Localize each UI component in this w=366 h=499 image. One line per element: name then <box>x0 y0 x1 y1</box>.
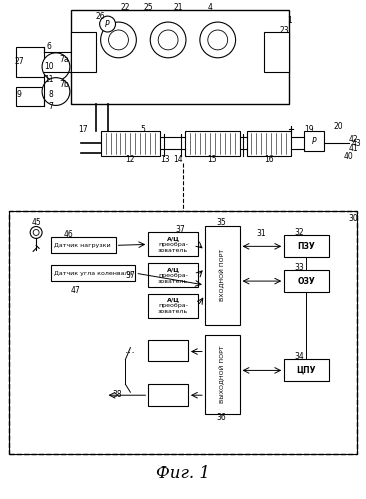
Text: 27: 27 <box>14 57 24 66</box>
Text: преобра-: преобра- <box>158 242 188 247</box>
Text: 11: 11 <box>44 75 54 84</box>
Text: 38: 38 <box>113 390 122 399</box>
Text: 25: 25 <box>143 2 153 11</box>
Circle shape <box>208 30 228 50</box>
Text: 30: 30 <box>349 214 359 223</box>
Bar <box>185 131 240 156</box>
Text: ВХОДНОЙ ПОРТ: ВХОДНОЙ ПОРТ <box>219 249 225 301</box>
Text: Датчик угла коленвала: Датчик угла коленвала <box>53 270 132 275</box>
Text: 7a: 7a <box>59 55 69 64</box>
Text: Фиг. 1: Фиг. 1 <box>156 465 210 482</box>
Bar <box>16 47 44 77</box>
Circle shape <box>109 30 128 50</box>
Text: 36: 36 <box>217 413 227 422</box>
Bar <box>247 131 291 156</box>
Bar <box>264 32 289 72</box>
Text: 5: 5 <box>140 125 145 134</box>
Text: 4: 4 <box>208 2 212 11</box>
Circle shape <box>42 53 70 81</box>
Text: 13: 13 <box>160 155 170 164</box>
Bar <box>148 384 188 406</box>
Text: А/Ц: А/Ц <box>167 236 180 241</box>
Text: 37: 37 <box>175 225 185 234</box>
Text: 26: 26 <box>96 11 105 20</box>
Text: 33: 33 <box>294 262 304 271</box>
Bar <box>205 335 240 414</box>
Text: 21: 21 <box>173 2 183 11</box>
Bar <box>71 32 96 72</box>
Bar <box>51 238 116 253</box>
Text: зователь: зователь <box>158 309 188 314</box>
Text: 10: 10 <box>44 62 54 71</box>
Bar <box>284 270 329 292</box>
Text: 22: 22 <box>121 2 130 11</box>
Text: ОЗУ: ОЗУ <box>297 276 315 285</box>
Text: 32: 32 <box>294 228 304 237</box>
Text: P: P <box>312 137 316 146</box>
Text: 15: 15 <box>207 155 217 164</box>
Bar <box>148 263 198 287</box>
Bar <box>51 265 135 281</box>
Text: 47: 47 <box>71 285 81 294</box>
Circle shape <box>101 22 137 58</box>
Circle shape <box>33 230 39 236</box>
Text: 12: 12 <box>126 155 135 164</box>
Bar <box>304 131 324 151</box>
Text: 23: 23 <box>279 25 289 34</box>
Text: 14: 14 <box>173 155 183 164</box>
Bar <box>284 236 329 257</box>
Text: зователь: зователь <box>158 278 188 283</box>
Text: 8: 8 <box>49 90 53 99</box>
Bar <box>148 233 198 256</box>
Text: 46: 46 <box>64 230 74 239</box>
Text: 45: 45 <box>31 218 41 227</box>
Circle shape <box>100 16 116 32</box>
Circle shape <box>200 22 236 58</box>
Text: 19: 19 <box>304 125 314 134</box>
Text: 37: 37 <box>126 270 135 279</box>
Bar <box>284 359 329 381</box>
Bar <box>101 131 160 156</box>
Text: 42: 42 <box>349 135 359 144</box>
Text: преобра-: преобра- <box>158 272 188 277</box>
Text: 16: 16 <box>265 155 274 164</box>
Circle shape <box>150 22 186 58</box>
Text: 1: 1 <box>287 15 292 24</box>
Bar <box>16 86 44 106</box>
Bar <box>148 340 188 361</box>
Circle shape <box>30 227 42 239</box>
Circle shape <box>42 78 70 105</box>
Text: 6: 6 <box>46 42 52 51</box>
Circle shape <box>158 30 178 50</box>
Text: ВЫХОДНОЙ ПОРТ: ВЫХОДНОЙ ПОРТ <box>219 346 225 403</box>
Text: зователь: зователь <box>158 248 188 253</box>
Text: 9: 9 <box>17 90 22 99</box>
Text: ПЗУ: ПЗУ <box>297 242 315 251</box>
Text: 17: 17 <box>78 125 87 134</box>
Text: Датчик нагрузки: Датчик нагрузки <box>55 243 111 248</box>
Text: 41: 41 <box>349 144 359 153</box>
Text: 43: 43 <box>352 139 362 148</box>
Text: А/Ц: А/Ц <box>167 297 180 302</box>
Text: P: P <box>105 19 110 28</box>
Text: 31: 31 <box>257 229 266 238</box>
Bar <box>205 226 240 325</box>
Text: ЦПУ: ЦПУ <box>296 366 316 375</box>
Bar <box>148 294 198 318</box>
Text: 7b: 7b <box>59 80 69 89</box>
Bar <box>9 211 357 454</box>
Text: 7: 7 <box>49 102 53 111</box>
Bar <box>9 211 357 454</box>
Text: преобра-: преобра- <box>158 303 188 308</box>
Text: 40: 40 <box>344 152 354 161</box>
Bar <box>71 10 289 104</box>
Text: 35: 35 <box>217 218 227 227</box>
Text: 34: 34 <box>294 352 304 361</box>
Text: А/Ц: А/Ц <box>167 266 180 271</box>
Text: 20: 20 <box>334 122 344 131</box>
Text: ...: ... <box>125 345 136 355</box>
